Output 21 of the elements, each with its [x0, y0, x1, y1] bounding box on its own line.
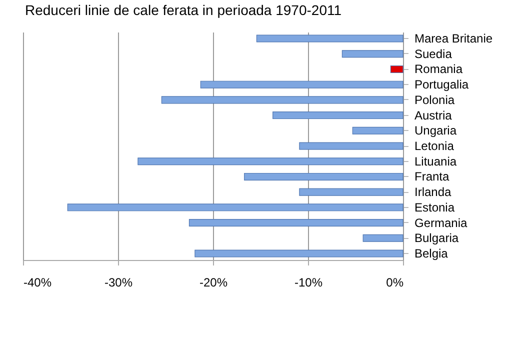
y-tick-label: Suedia: [414, 46, 452, 61]
y-tick-label: Marea Britanie: [414, 32, 493, 46]
x-tick-label: -30%: [104, 276, 133, 290]
chart-title: Reduceri linie de cale ferata in perioada 1970-2011: [25, 2, 342, 18]
x-tick-label: -10%: [294, 276, 323, 290]
y-tick-label: Letonia: [414, 139, 454, 153]
y-tick-label: Bulgaria: [414, 231, 459, 246]
y-tick-label: Belgia: [414, 246, 448, 260]
y-tick-label: Irlanda: [414, 185, 452, 200]
y-tick-label: Austria: [414, 108, 452, 122]
y-tick-label: Estonia: [414, 200, 455, 214]
y-tick-label: Romania: [414, 62, 463, 76]
y-tick-label: Germania: [414, 216, 468, 230]
x-tick-label: -40%: [24, 276, 52, 290]
y-tick-label: Ungaria: [414, 124, 457, 138]
y-tick-label: Lituania: [414, 154, 457, 168]
y-tick-label: Franta: [414, 170, 450, 184]
y-tick-label: Polonia: [414, 92, 455, 107]
x-tick-label: -20%: [199, 276, 228, 290]
x-tick-label: 0%: [386, 276, 404, 290]
y-tick-label: Portugalia: [414, 78, 469, 92]
